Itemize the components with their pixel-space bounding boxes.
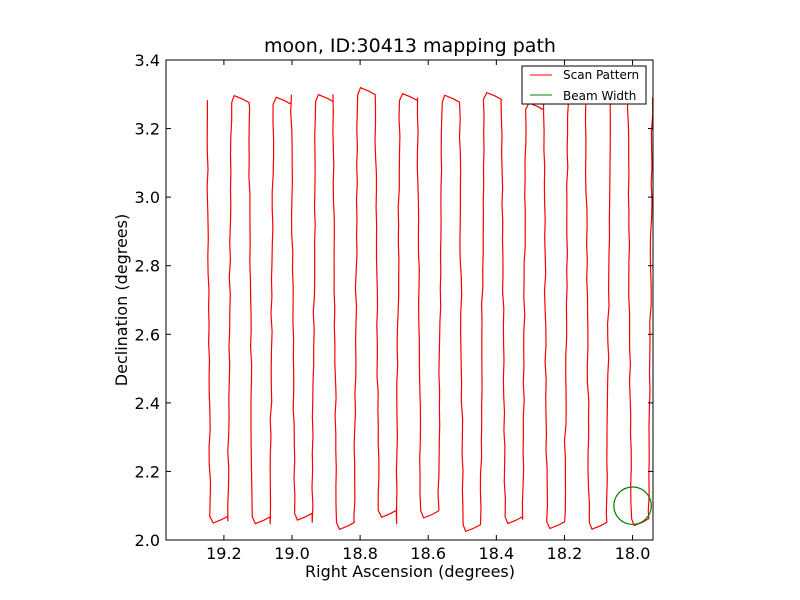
x-tick-label: 18.6 <box>410 544 446 563</box>
beam-width-circle <box>613 486 652 526</box>
plot-frame <box>165 59 654 541</box>
x-tick-label: 19.0 <box>274 544 310 563</box>
legend: Scan Pattern Beam Width <box>521 65 647 105</box>
y-tick-label: 3.4 <box>135 51 160 70</box>
x-tick-label: 18.8 <box>342 544 378 563</box>
y-tick-label: 2.2 <box>135 462 160 481</box>
legend-label-beam-width: Beam Width <box>563 89 636 103</box>
plot-area <box>206 86 653 533</box>
legend-label-scan-pattern: Scan Pattern <box>563 68 639 82</box>
y-tick-label: 2.4 <box>135 394 160 413</box>
y-tick-label: 3.0 <box>135 188 160 207</box>
x-axis-label: Right Ascension (degrees) <box>305 562 515 581</box>
y-tick-label: 2.0 <box>135 531 160 550</box>
x-tick-label: 19.2 <box>206 544 242 563</box>
legend-box <box>521 65 647 105</box>
x-tick-label: 18.0 <box>615 544 651 563</box>
y-tick-label: 2.8 <box>135 257 160 276</box>
x-tick-label: 18.4 <box>479 544 515 563</box>
y-axis-label: Declination (degrees) <box>112 214 131 386</box>
y-axis: 2.0 2.2 2.4 2.6 2.8 3.0 3.2 3.4 <box>135 51 653 550</box>
y-tick-label: 3.2 <box>135 120 160 139</box>
chart-title: moon, ID:30413 mapping path <box>264 35 556 57</box>
x-axis: 19.2 19.0 18.8 18.6 18.4 18.2 18.0 <box>206 60 650 563</box>
y-tick-label: 2.6 <box>135 325 160 344</box>
x-tick-label: 18.2 <box>547 544 583 563</box>
scan-pattern-line <box>206 86 653 533</box>
